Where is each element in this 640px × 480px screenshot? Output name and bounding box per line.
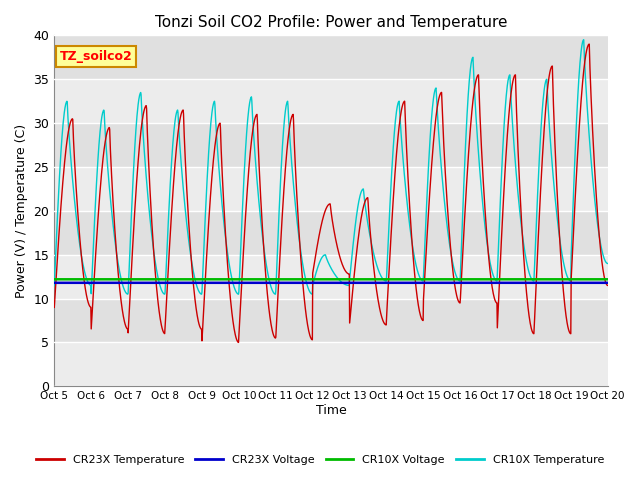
X-axis label: Time: Time [316,404,346,417]
Bar [54,79,608,123]
Bar [54,255,608,299]
Legend: CR23X Temperature, CR23X Voltage, CR10X Voltage, CR10X Temperature: CR23X Temperature, CR23X Voltage, CR10X … [31,451,609,469]
Bar [54,167,608,211]
Y-axis label: Power (V) / Temperature (C): Power (V) / Temperature (C) [15,124,28,298]
Bar [54,343,608,386]
Text: TZ_soilco2: TZ_soilco2 [60,50,132,63]
Title: Tonzi Soil CO2 Profile: Power and Temperature: Tonzi Soil CO2 Profile: Power and Temper… [155,15,508,30]
